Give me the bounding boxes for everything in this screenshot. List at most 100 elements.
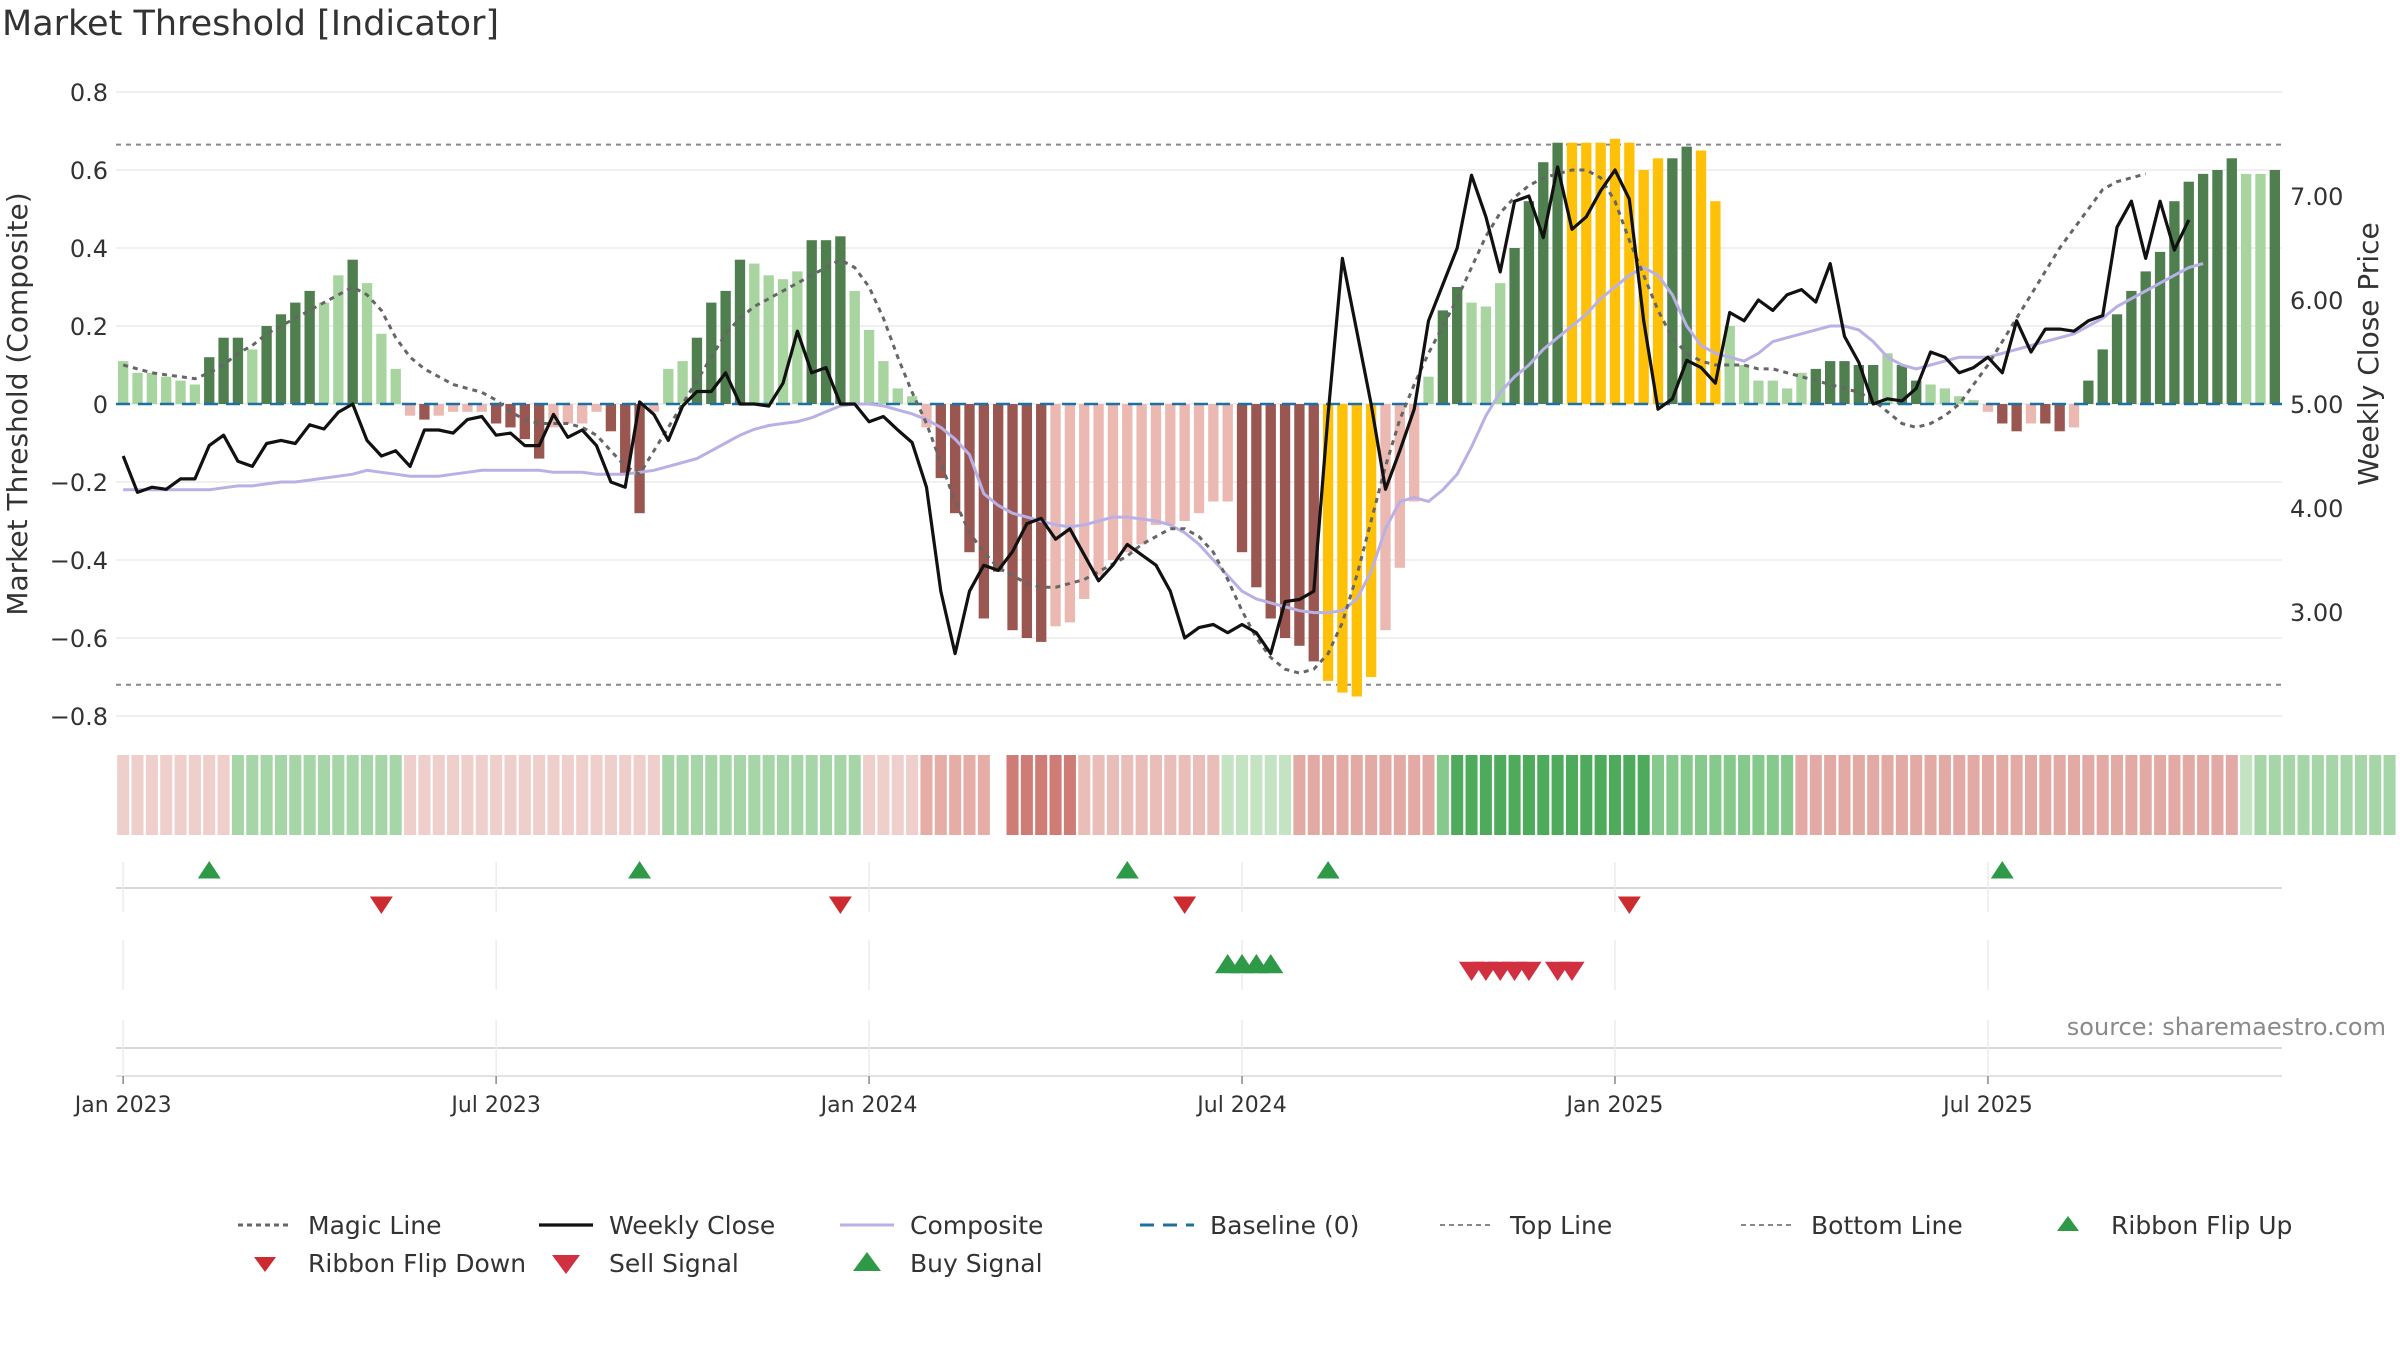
ribbon-cell [447,755,460,835]
composite-bar [648,404,660,412]
composite-bar [2140,271,2151,404]
ribbon-cell [1623,755,1636,835]
composite-bar [404,404,416,416]
ribbon-cell [1078,755,1091,835]
composite-bar [1868,365,1879,404]
ribbon-cell [2197,755,2210,835]
y-tick-label: −0.8 [50,703,108,731]
composite-bar [1753,380,1764,404]
composite-bar [361,283,373,404]
ribbon-cell [1781,755,1794,835]
composite-bar [1409,404,1420,502]
ribbon-cell [332,755,345,835]
ribbon-cell [1149,755,1162,835]
composite-bar [1652,158,1664,404]
composite-bar [1122,404,1133,553]
ribbon-cell [1006,755,1019,835]
composite-bar [2068,404,2080,428]
ribbon-cell [1881,755,1894,835]
ribbon-cell [1838,755,1851,835]
composite-bar [1251,404,1262,588]
ribbon-cell [1207,755,1220,835]
composite-bar [835,236,846,404]
composite-bar [2083,380,2094,404]
ribbon-cell [2254,755,2267,835]
composite-bar [706,302,717,404]
ribbon-cell [1264,755,1277,835]
composite-bar [1079,404,1090,599]
composite-bar [2011,404,2022,432]
composite-bar [533,404,545,459]
ribbon-cell [762,755,775,835]
ribbon-flip-up-marker [1316,861,1340,879]
ribbon-cell [533,755,546,835]
composite-bar [1710,201,1721,404]
composite-bar [1724,326,1735,404]
chart-title: Market Threshold [Indicator] [2,4,500,44]
ribbon-cell [1867,755,1880,835]
ribbon-cell [949,755,962,835]
ribbon-flip-down-marker [828,896,852,914]
composite-bar [304,290,315,404]
ribbon-cell [2010,755,2023,835]
composite-bar [792,271,803,404]
composite-bar [204,357,215,404]
composite-bar [318,302,330,404]
composite-bar [132,372,143,404]
ribbon-cell [1637,755,1650,835]
ribbon-cell [1236,755,1249,835]
ribbon-cell [1924,755,1937,835]
ribbon-cell [303,755,316,835]
composite-bar [1681,146,1692,404]
magic-line [122,168,2147,675]
composite-bar [1853,365,1865,404]
ribbon-cell [1092,755,1105,835]
composite-bar [519,404,530,440]
composite-bar [433,404,444,416]
composite-bar [2226,158,2237,404]
composite-bar [1294,404,1305,646]
y-tick-label: 0.8 [70,79,108,107]
ribbon-cell [1594,755,1607,835]
ribbon-cell [1824,755,1837,835]
ribbon-cell [604,755,617,835]
composite-bar [2126,290,2137,404]
composite-bar [1997,404,2008,424]
ribbon-cell [231,755,244,835]
composite-bar [577,404,588,424]
ribbon-cell [1766,755,1779,835]
composite-bar [1064,404,1076,623]
ribbon-cell [1164,755,1177,835]
signal-rows [116,861,2282,1077]
ribbon-cell [2154,755,2167,835]
composite-bar [1337,404,1348,693]
composite-bar [1308,404,1319,662]
composite-bar [161,376,172,404]
ribbon-cell [160,755,173,835]
ribbon-cell [361,755,374,835]
ribbon-cell [877,755,890,835]
ribbon-cell [475,755,488,835]
ribbon-cell [561,755,574,835]
composite-bar [1767,380,1778,404]
ribbon-cell [1250,755,1263,835]
ribbon-cell [920,755,933,835]
ribbon-cell [1365,755,1378,835]
composite-bar [849,290,860,404]
ribbon-cell [2369,755,2382,835]
composite-bar [820,240,832,404]
composite-bar [2154,251,2166,404]
ribbon-cell [1666,755,1679,835]
composite-bar [247,349,258,404]
composite-bar [1036,404,1047,642]
ribbon-cell [188,755,201,835]
ribbon-cell [461,755,474,835]
composite-bar [1954,396,1965,404]
ribbon-cell [1336,755,1349,835]
composite-bar [1538,162,1549,404]
composite-bar [591,404,602,412]
x-tick-label: Jul 2024 [1195,1093,1287,1118]
composite-bar [562,404,574,424]
y-tick-label: 0 [93,391,108,419]
composite-bar [1839,361,1850,404]
